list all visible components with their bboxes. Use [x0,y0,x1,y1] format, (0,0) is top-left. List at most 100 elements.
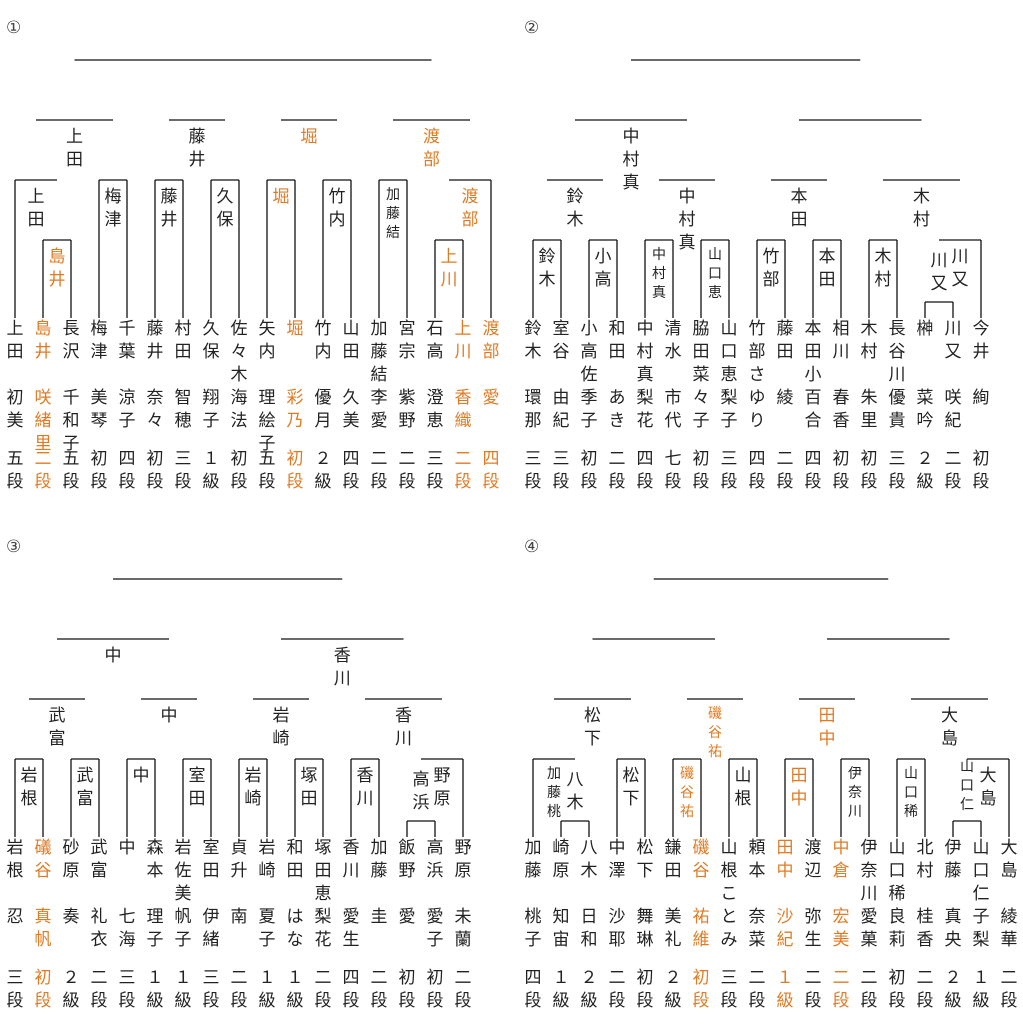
player-surname: 北 村 [916,838,934,881]
player-given-name: 百 合 [804,388,822,431]
player-surname: 長 沢 [62,319,80,362]
player-rank: １ 級 [146,968,164,1011]
player-surname: 本 田 小 [804,319,822,385]
round-winner-label: 中 村 真 [652,247,666,301]
player-surname: 室 谷 [552,319,570,362]
player-rank: １ 級 [552,968,570,1011]
player-given-name: は な [286,907,304,950]
player-given-name: 桃 子 [524,907,542,950]
player-rank: 五 段 [62,449,80,492]
round-winner-label: 島 井 [48,247,66,290]
player-given-name: 愛 [398,907,416,927]
round-winner-label: 磯 谷 祐 [680,766,694,820]
player-rank: １ 級 [286,968,304,1011]
player-rank: 四 段 [342,968,360,1011]
player-surname: 中 澤 [608,838,626,881]
round-winner-label: 松 下 [584,706,601,749]
player-given-name: 翔 子 [202,388,220,431]
player-surname: 中 村 真 [636,319,654,385]
player-surname: 久 保 [202,319,220,362]
player-rank: 二 段 [230,968,248,1011]
player-surname: 山 口 恵 [720,319,738,385]
player-surname: 山 根 こ [720,838,738,904]
round-winner-label: 武 富 [76,766,94,809]
player-rank: 二 段 [370,449,388,492]
player-given-name: 宏 美 [832,907,850,950]
player-surname: 藤 井 [146,319,164,362]
round-winner-label: 久 保 [216,187,234,230]
player-rank: 初 段 [860,449,878,492]
bracket-4: ④ 加 藤桃 子四 段 崎 原知 宙 １ 級 八 木日 和 ２ 級 中 澤沙 耶二 段 松 下… [518,519,1023,1027]
player-given-name: 舞 琳 [636,907,654,950]
player-surname: 中 [118,838,136,858]
player-given-name: 梨 花 [636,388,654,431]
round-winner-label: 大 島 [979,766,997,809]
player-rank: 二 段 [34,449,52,492]
player-given-name: 理 絵 子 [258,388,276,454]
player-given-name: 春 香 [832,388,850,431]
player-rank: 四 段 [342,449,360,492]
player-rank: 三 段 [118,968,136,1011]
player-surname: 山 口 稀 [888,838,906,904]
round-winner-label: 八 木 [566,770,584,813]
player-rank: 四 段 [748,449,766,492]
player-surname: 佐 々 木 [230,319,248,385]
bracket-lines [532,578,1010,837]
player-given-name: 季 子 [580,388,598,431]
player-rank: 初 段 [146,449,164,492]
player-surname: 山 田 [342,319,360,362]
player-given-name: 奈 々 [146,388,164,431]
round-winner-label: 中 村 真 [678,187,696,253]
round-winner-label: 木 村 [913,187,930,230]
player-rank: 二 段 [314,968,332,1011]
round-winner-label: 田 中 [790,766,808,809]
round-winner-label: 竹 内 [328,187,346,230]
player-surname: 松 下 [636,838,654,881]
bracket-lines [14,59,492,318]
player-given-name: 美 礼 [664,907,682,950]
bracket-number: ② [524,18,540,38]
player-surname: 小 高 佐 [580,319,598,385]
round-winner-label: 渡 部 [461,187,479,230]
player-rank: 初 段 [398,968,416,1011]
round-winner-label: 鈴 木 [566,187,584,230]
player-rank: 二 段 [454,449,472,492]
round-winner-label: 塚 田 [300,766,318,809]
player-rank: 初 段 [972,449,990,492]
round-winner-label: 中 [160,706,178,726]
player-rank: 三 段 [888,449,906,492]
player-given-name: 絢 [972,388,990,408]
round-winner-label: 田 中 [818,706,836,749]
player-surname: 宮 宗 [398,319,416,362]
round-winner-label: 室 田 [188,766,206,809]
player-surname: 香 川 [342,838,360,881]
player-surname: 島 井 [34,319,52,362]
player-given-name: 澄 恵 [426,388,444,431]
player-given-name: 弥 生 [804,907,822,950]
player-given-name: 愛 生 [342,907,360,950]
player-rank: 二 段 [454,968,472,1011]
player-rank: 四 段 [482,449,500,492]
player-given-name: 日 和 [580,907,598,950]
round-winner-label: 藤 井 [188,127,206,170]
round-winner-label: 梅 津 [104,187,122,230]
player-surname: 山 口 仁 [972,838,990,904]
player-given-name: 優 貴 [888,388,906,431]
player-surname: 加 藤 [524,838,542,881]
player-rank: 三 段 [720,449,738,492]
player-rank: 初 段 [888,968,906,1011]
player-rank: 四 段 [118,449,136,492]
player-given-name: 梨 花 [314,907,332,950]
player-given-name: 々 子 [692,388,710,431]
bracket-1: ① 上 田初 美五 段 島 井咲 緒 里二 段 長 沢千 和 子五 段 梅 津美 琴初 … [0,0,511,508]
player-given-name: 香 織 [454,388,472,431]
player-given-name: 奈 菜 [748,907,766,950]
bracket-lines [14,578,464,837]
round-winner-label: 加 藤 結 [386,187,400,241]
player-given-name: 市 代 [664,388,682,431]
player-surname: 高 浜 [426,838,444,881]
player-rank: １ 級 [258,968,276,1011]
round-winner-label: 小 高 [594,247,612,290]
round-winner-label: 中 [132,766,150,786]
player-rank: 初 段 [230,449,248,492]
